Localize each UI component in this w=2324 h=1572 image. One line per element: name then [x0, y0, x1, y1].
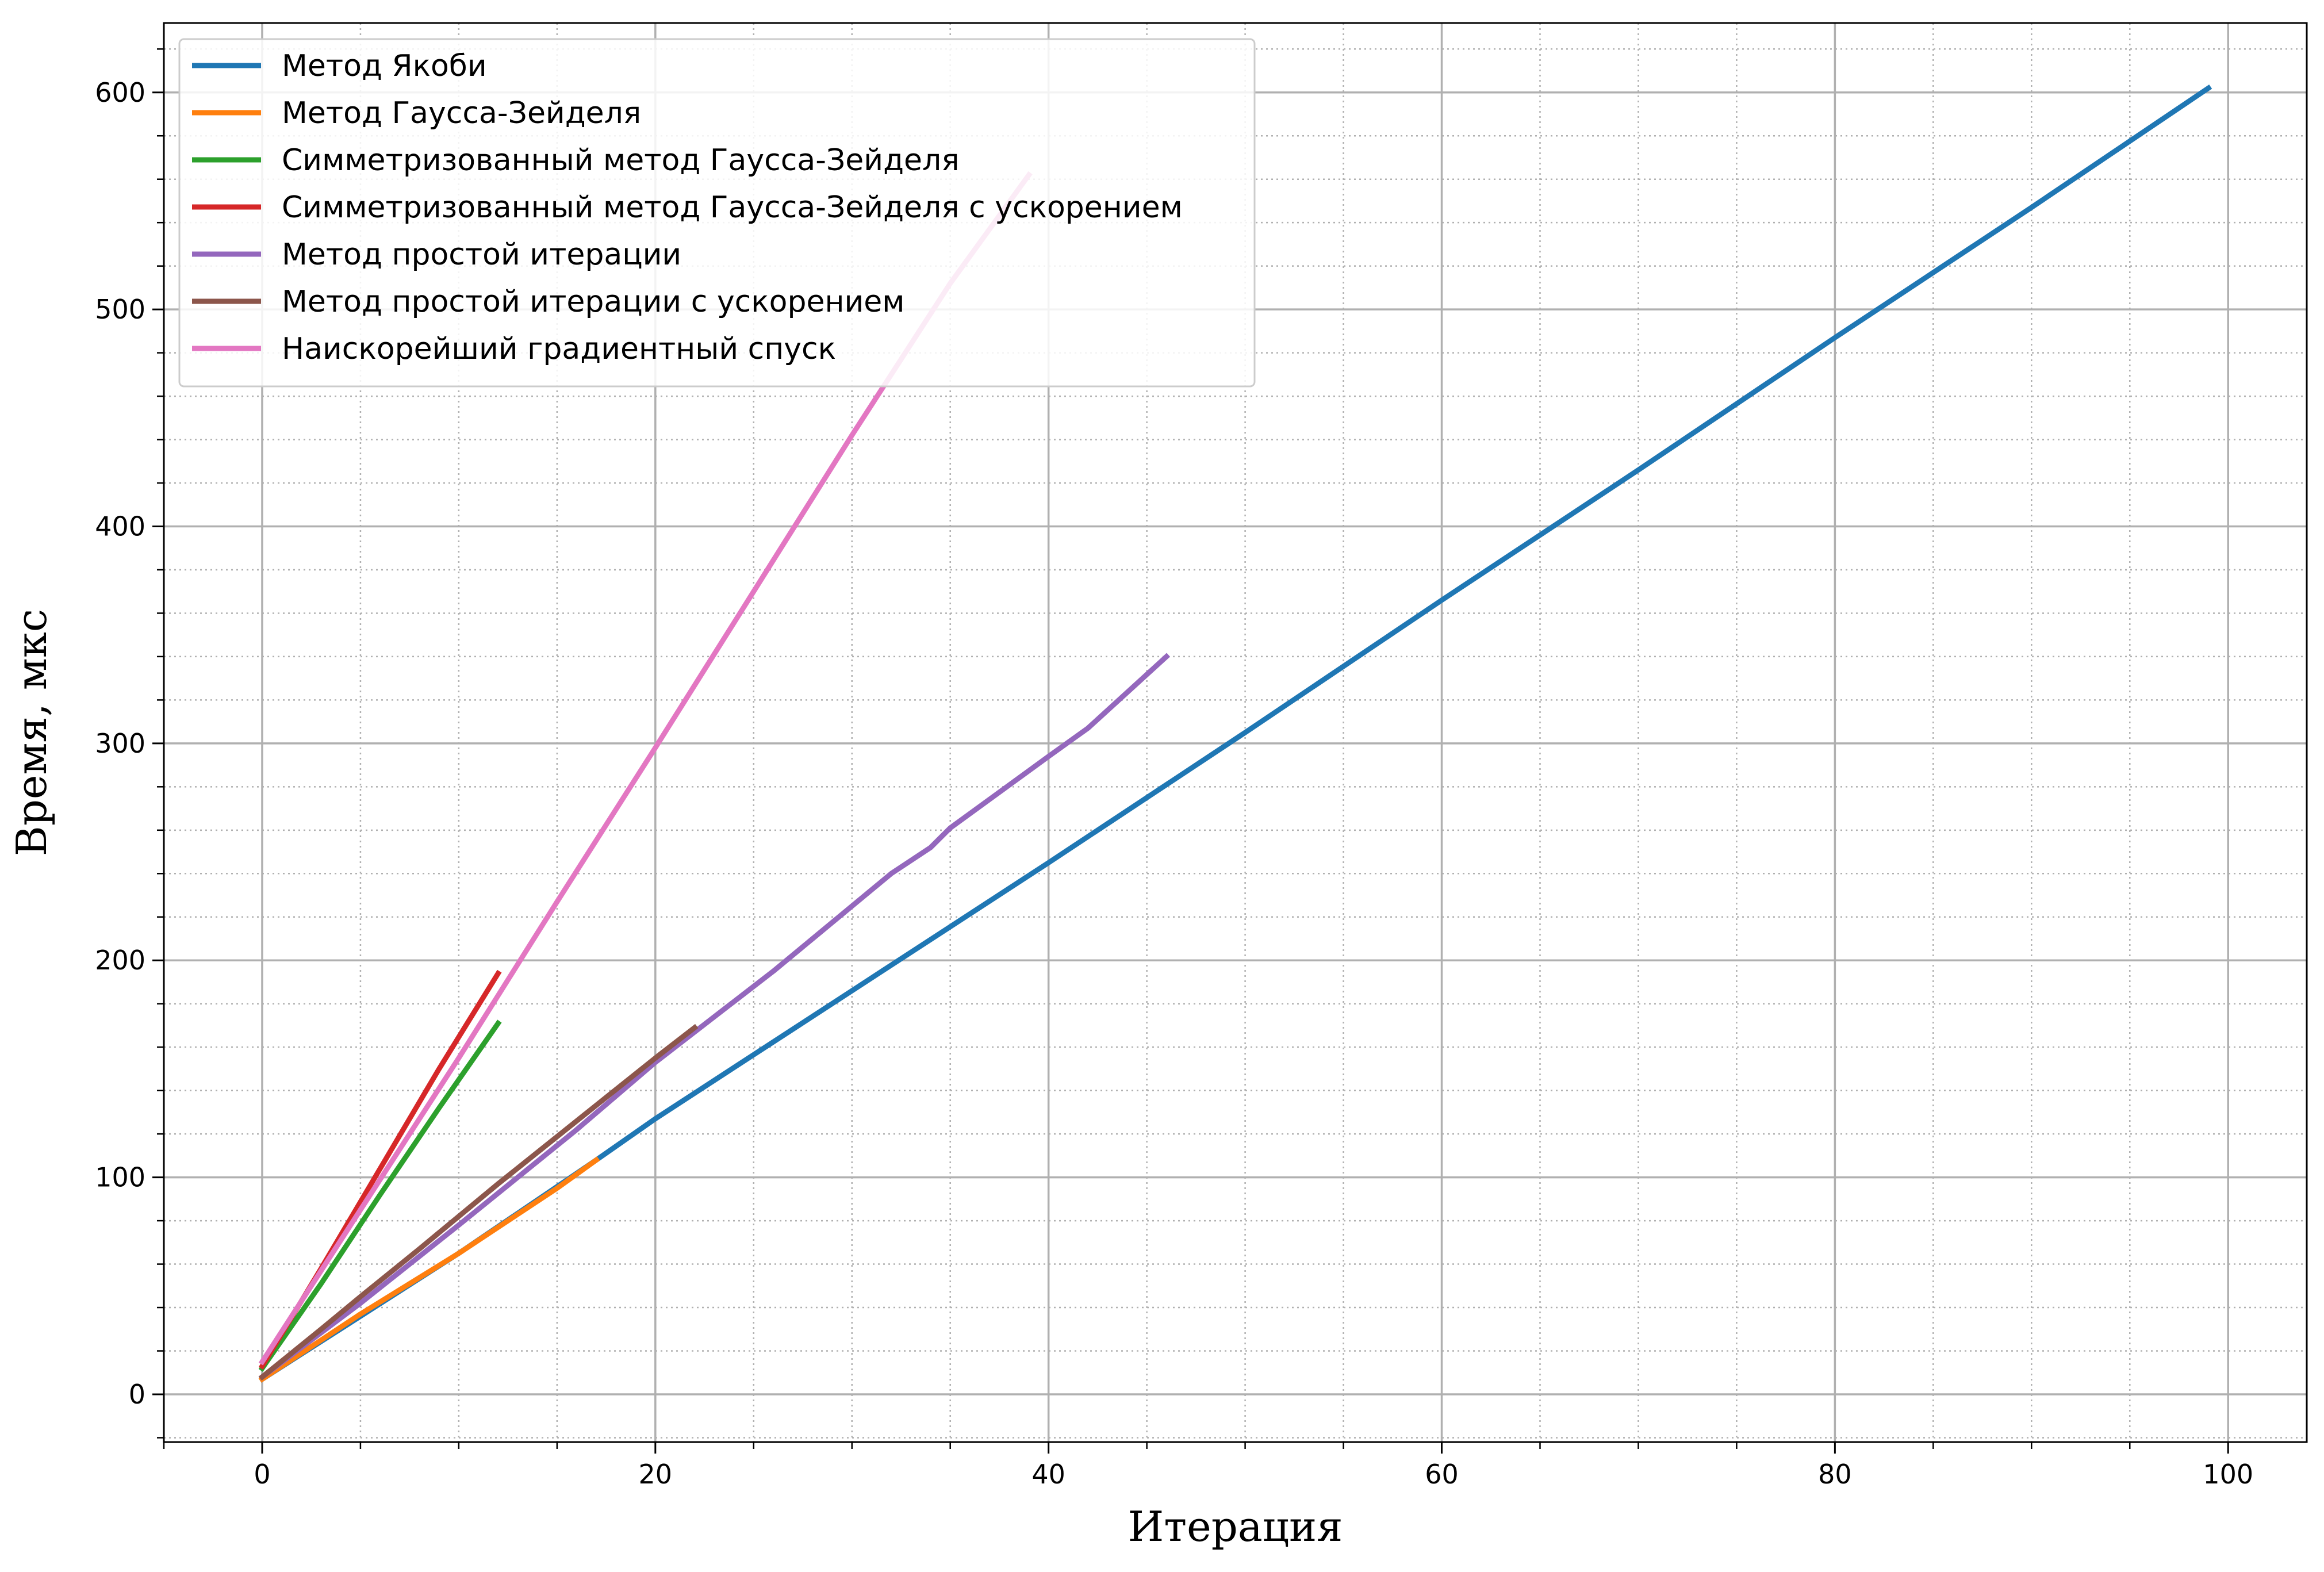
x-tick-label: 60: [1425, 1459, 1459, 1490]
x-tick-label: 20: [639, 1459, 673, 1490]
x-tick-label: 40: [1031, 1459, 1065, 1490]
x-axis-tick-labels: 0 20 40 60 80 100: [254, 1459, 2253, 1490]
y-tick-label: 400: [95, 511, 145, 542]
x-tick-label: 80: [1818, 1459, 1852, 1490]
x-tick-label: 0: [254, 1459, 270, 1490]
legend: Метод Якоби Метод Гаусса-Зейделя Симметриз…: [178, 38, 1256, 388]
legend-label-2: Метод Гаусса-Зейделя: [282, 96, 641, 131]
legend-label-7: Наискорейший градиентный спуск: [282, 332, 836, 366]
legend-label-4: Симметризованный метод Гаусса-Зейделя с …: [282, 190, 1183, 225]
axis-ticks: [152, 48, 2229, 1454]
plot-area-frame: [163, 22, 2308, 1443]
y-axis-label: Время, мкс: [7, 609, 56, 856]
legend-label-3: Симметризованный метод Гаусса-Зейделя: [282, 143, 960, 178]
y-tick-label: 500: [95, 294, 145, 325]
legend-label-6: Метод простой итерации с ускорением: [282, 285, 904, 319]
y-tick-label: 100: [95, 1162, 145, 1193]
x-axis-label: Итерация: [1128, 1502, 1343, 1551]
y-tick-label: 0: [129, 1379, 145, 1410]
y-tick-label: 300: [95, 728, 145, 759]
legend-label-1: Метод Якоби: [282, 49, 487, 83]
x-tick-label: 100: [2203, 1459, 2253, 1490]
legend-box: [178, 38, 1256, 388]
series-line-5: [258, 653, 1171, 1381]
y-tick-label: 600: [95, 77, 145, 108]
y-tick-label: 200: [95, 945, 145, 976]
legend-items: Метод Якоби Метод Гаусса-Зейделя Симметриз…: [192, 49, 1183, 366]
series-line-3: [258, 1019, 502, 1372]
series-line-2: [258, 1156, 600, 1383]
legend-label-5: Метод простой итерации: [282, 237, 681, 272]
y-axis-tick-labels: 0 100 200 300 400 500 600: [95, 77, 145, 1410]
series-line-6: [258, 1023, 699, 1381]
